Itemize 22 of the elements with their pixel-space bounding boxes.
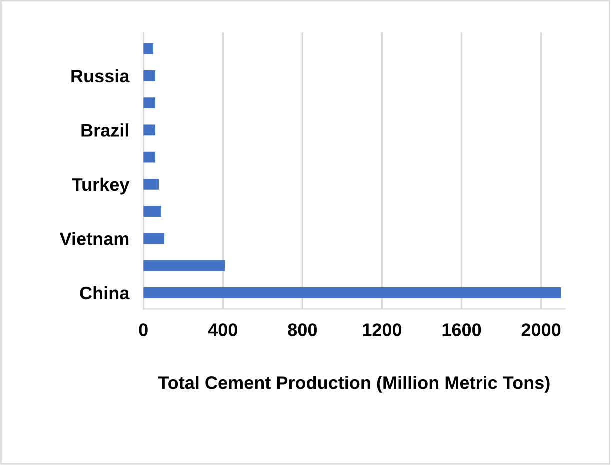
bar xyxy=(144,70,156,82)
y-tick-label: Russia xyxy=(72,69,130,83)
bar xyxy=(144,179,160,190)
x-tick-label: 0 xyxy=(139,324,148,336)
bar xyxy=(144,98,156,108)
x-axis-title: Total Cement Production (Million Metric Tons) xyxy=(158,376,550,393)
bar xyxy=(144,152,156,163)
x-tick-label: 400 xyxy=(208,324,238,336)
x-tick-label: 1200 xyxy=(363,324,402,336)
bar xyxy=(144,206,162,217)
bar xyxy=(144,288,562,298)
y-tick-label: China xyxy=(80,286,130,300)
y-tick-label: Vietnam xyxy=(60,232,129,246)
x-tick-label: 800 xyxy=(288,324,317,336)
x-tick-label: 2000 xyxy=(522,324,561,336)
x-tick-label: 1600 xyxy=(442,324,482,336)
bar xyxy=(144,43,154,54)
y-tick-label: Turkey xyxy=(72,178,130,195)
bar xyxy=(144,260,226,272)
y-tick-label: Brazil xyxy=(82,124,128,137)
bar xyxy=(144,233,164,244)
bar xyxy=(144,124,156,136)
